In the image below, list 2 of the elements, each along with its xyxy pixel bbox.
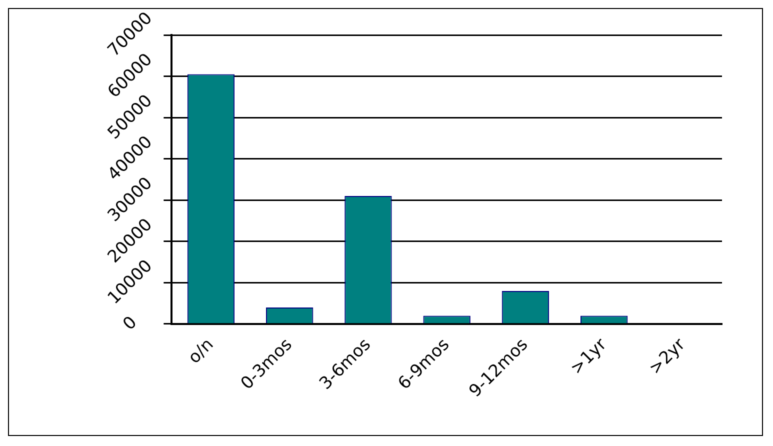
y-tick-label: 0 [119,312,142,334]
x-tick-label: o/n [184,334,218,368]
